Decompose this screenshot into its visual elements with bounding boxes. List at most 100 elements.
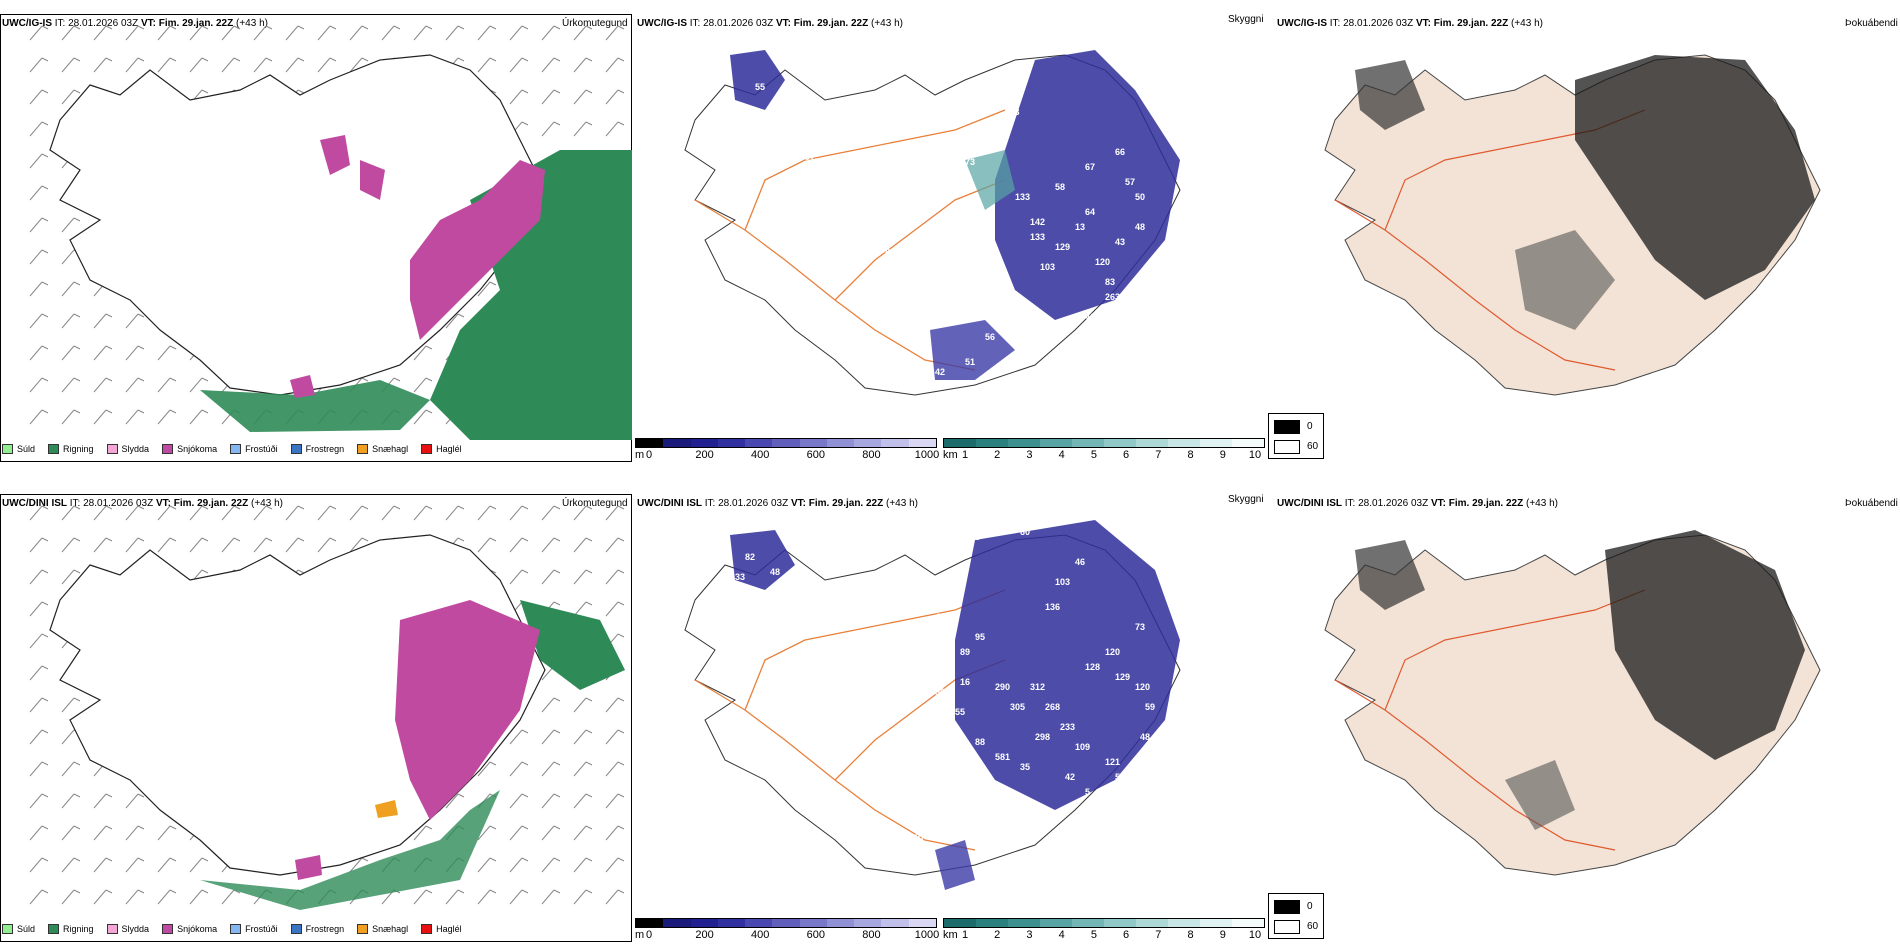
wind-barb (573, 697, 593, 713)
model-name: UWC/IG-IS (2, 18, 52, 29)
bottom-row: UWC/DINI ISL IT: 28.01.2026 03Z VT: Fim.… (0, 480, 1900, 950)
wind-barb (317, 25, 337, 41)
legend-swatch (421, 924, 433, 934)
fog-legend: 0 60 (1268, 413, 1324, 459)
legend-label: Frostregn (305, 924, 345, 934)
vt-value: Fim. 29.jan. 22Z (1433, 18, 1509, 29)
cloud-base-label: 290 (995, 682, 1010, 692)
wind-barb (509, 25, 529, 41)
cloud-base-label: 298 (1035, 732, 1050, 742)
cloud-base-label: 67 (900, 227, 910, 237)
top-fog-panel: UWC/IG-IS IT: 28.01.2026 03Z VT: Fim. 29… (1275, 0, 1900, 470)
cloud-base-label: 57 (1125, 177, 1135, 187)
colorbar-tick: 1 (961, 449, 969, 461)
sleet-area (375, 800, 398, 818)
colorbar-segment (826, 919, 855, 927)
fog-legend-swatch-low (1274, 900, 1300, 914)
colorbar-tick: 4 (1058, 929, 1065, 941)
wind-barb (477, 825, 497, 841)
cloud-base-label: 46 (1075, 557, 1085, 567)
colorbar-segment (944, 919, 976, 927)
colorbar-tick: 0 (645, 449, 653, 461)
wind-barb (605, 761, 625, 777)
wind-barb (413, 825, 433, 841)
legend-label: Haglél (436, 924, 462, 934)
colorbar-segment (908, 439, 936, 447)
cloud-labels: 5597148182140101946167831519984736958113… (755, 82, 1145, 412)
wind-barb (541, 761, 561, 777)
it-value: 28.01.2026 03Z (703, 18, 774, 29)
wind-barb (477, 889, 497, 905)
wind-barb (349, 537, 369, 553)
wind-barb (29, 729, 49, 745)
colorbar-segment (663, 439, 691, 447)
wind-barb (285, 57, 305, 73)
wind-barb (605, 889, 625, 905)
legend-item: Frostúði (230, 444, 278, 454)
wind-barb (29, 25, 49, 41)
cloud-base-label: 103 (1040, 262, 1055, 272)
cloud-base-label: 73 (1135, 622, 1145, 632)
cloud-base-label: 263 (1105, 292, 1120, 302)
colorbar-tick: 7 (1155, 929, 1162, 941)
wind-barb (349, 505, 369, 521)
cloud-base-label: 102 (885, 162, 900, 172)
cloud-base-label: 69 (980, 137, 990, 147)
wind-barb (413, 377, 433, 393)
snow-area (395, 600, 540, 820)
wind-barb (573, 25, 593, 41)
wind-barb (29, 377, 49, 393)
cloud-base-label: 75 (950, 727, 960, 737)
colorbar-tick: 6 (1123, 449, 1130, 461)
wind-barb (61, 377, 81, 393)
wind-barb (285, 25, 305, 41)
wind-barb (605, 25, 625, 41)
wind-barb (93, 825, 113, 841)
legend-item: Haglél (421, 444, 462, 454)
legend-swatch (357, 444, 369, 454)
cloud-base-label: 120 (1105, 647, 1120, 657)
colorbar-segment (976, 439, 1008, 447)
legend-item: Rigning (48, 924, 94, 934)
wind-barb (125, 25, 145, 41)
visibility-colorbar (943, 918, 1265, 928)
colorbar-segment (1136, 439, 1168, 447)
cloud-base-label: 13 (1075, 222, 1085, 232)
bottom-cloud-header: UWC/DINI ISL IT: 28.01.2026 03Z VT: Fim.… (637, 498, 918, 509)
cloud-base-label: 42 (935, 367, 945, 377)
fog-legend-high: 60 (1307, 921, 1319, 932)
precip-legend: Súld Rigning Slydda Snjókoma Frostúði Frostre… (2, 440, 475, 458)
bottom-precip-panel: UWC/DINI ISL IT: 28.01.2026 03Z VT: Fim.… (0, 480, 635, 950)
colorbar-segment (1232, 439, 1264, 447)
colorbar-tick: 400 (751, 929, 770, 941)
lead-time: (+43 h) (1526, 498, 1558, 509)
legend-swatch (48, 444, 60, 454)
legend-label: Slydda (121, 924, 150, 934)
legend-label: Súld (17, 924, 36, 934)
cloud-base-label: 48 (1135, 222, 1145, 232)
wind-barb (509, 89, 529, 105)
wind-barb (93, 409, 113, 425)
snow-area-mid (360, 160, 385, 200)
colorbar-segment (772, 919, 800, 927)
wind-barb (573, 729, 593, 745)
wind-barb (189, 505, 209, 521)
colorbar-segment (1168, 439, 1200, 447)
wind-barb (477, 281, 497, 297)
it-label: IT: (689, 18, 701, 29)
colorbar-tick: 1000 (914, 449, 940, 461)
fog-legend-low: 0 (1307, 901, 1313, 912)
wind-barb (573, 761, 593, 777)
vt-value: Fim. 29.jan. 22Z (793, 18, 869, 29)
wind-barb (221, 537, 241, 553)
wind-barb (93, 313, 113, 329)
wind-barb (93, 25, 113, 41)
colorbar-segment (717, 439, 746, 447)
visibility-unit: km (943, 929, 958, 941)
legend-label: Frostúði (245, 444, 278, 454)
panel-title: Úrkomutegund (562, 18, 628, 29)
fog-legend: 0 60 (1268, 893, 1324, 939)
cloud-base-label: 133 (1030, 232, 1045, 242)
wind-barb (349, 25, 369, 41)
